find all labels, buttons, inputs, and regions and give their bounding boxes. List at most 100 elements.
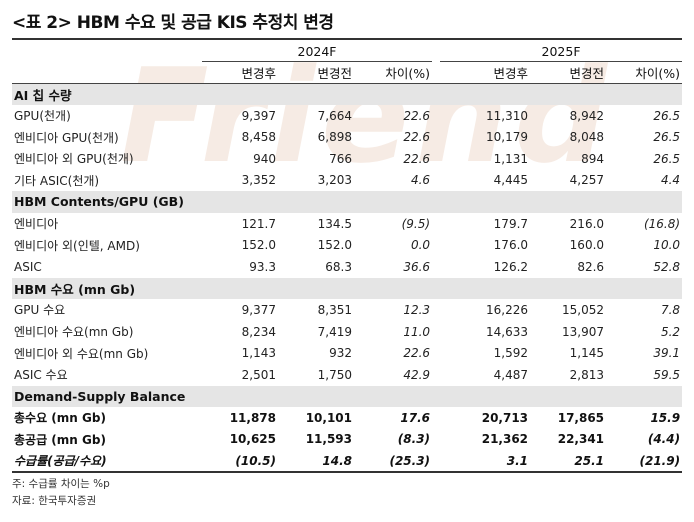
gap-cell (432, 256, 440, 278)
value-cell: 160.0 (569, 238, 605, 253)
row-label: ASIC (14, 259, 42, 274)
gap-cell (432, 364, 440, 386)
gap-cell (432, 126, 440, 148)
value-cell: 152.0 (241, 238, 276, 253)
gap-cell (432, 148, 440, 170)
year-header-row: 2024F 2025F (12, 40, 683, 63)
table-row: 엔비디아 외(인텔, AMD) 152.0 152.0 0.0 176.0 160.0 10… (12, 234, 682, 256)
value-cell: 3.1 (440, 450, 531, 473)
value-cell: 121.7 (241, 216, 276, 231)
value-cell: 3,352 (241, 173, 276, 188)
value-cell: 7,664 (317, 108, 352, 123)
value-cell: 82.6 (577, 259, 605, 274)
value-cell: 1,131 (493, 151, 529, 166)
section-heading: HBM Contents/GPU (GB) (12, 191, 683, 213)
header-gap (432, 40, 440, 62)
table-row: 총수요 (mn Gb) 11,878 10,101 17.6 20,713 17,865 1… (12, 407, 682, 429)
table-row: 기타 ASIC(천개) 3,352 3,203 4.6 4,445 4,257 4.4 (12, 170, 682, 192)
diff-cell: (21.9) (606, 450, 683, 473)
col-header: 변경후 (202, 61, 278, 84)
footnotes: 주: 수급률 차이는 %p 자료: 한국투자증권 (12, 476, 110, 510)
value-cell: 15,052 (562, 302, 605, 317)
gap-cell (432, 450, 441, 473)
section-header-row: AI 칩 수량 (12, 83, 683, 105)
row-label: 총공급 (mn Gb) (14, 432, 106, 447)
value-cell: 4,445 (493, 173, 529, 188)
diff-cell: 5.2 (660, 324, 681, 339)
value-cell: 10,625 (229, 432, 276, 447)
diff-cell: 11.0 (403, 324, 431, 339)
value-cell: 13,907 (562, 324, 605, 339)
section-heading: AI 칩 수량 (12, 83, 683, 105)
gap-cell (432, 429, 440, 451)
table-title: <표 2> HBM 수요 및 공급 KIS 추정치 변경 (12, 13, 334, 33)
table-row: GPU(천개) 9,397 7,664 22.6 11,310 8,942 26.5 (12, 105, 682, 127)
footnote-source: 자료: 한국투자증권 (12, 495, 97, 507)
gap-cell (432, 170, 440, 192)
diff-cell: 22.6 (403, 346, 431, 361)
section-heading: HBM 수요 (mn Gb) (12, 277, 683, 300)
section-heading: Demand-Supply Balance (12, 385, 683, 408)
value-cell: 216.0 (569, 216, 605, 231)
header-blank (12, 40, 202, 62)
value-cell: 11,310 (486, 108, 529, 123)
value-cell: 8,942 (569, 108, 605, 123)
value-cell: 2,813 (569, 367, 605, 382)
diff-cell: 0.0 (410, 238, 431, 253)
row-label: 엔비디아 (14, 217, 59, 232)
value-cell: 17,865 (557, 410, 605, 425)
col-header: 변경전 (278, 61, 354, 84)
col-header: 차이(%) (606, 61, 683, 84)
value-cell: 16,226 (486, 302, 529, 317)
row-label: 엔비디아 GPU(천개) (14, 130, 119, 145)
table-row: 총공급 (mn Gb) 10,625 11,593 (8.3) 21,362 22,341… (12, 429, 682, 451)
table-container: 2024F 2025F 변경후 변경전 차이(%) 변경후 변경전 차이(%) … (12, 38, 683, 473)
diff-cell: 39.1 (653, 346, 681, 361)
section-header-row: HBM 수요 (mn Gb) (12, 277, 683, 300)
value-cell: 7,419 (317, 324, 352, 339)
year-header-2025: 2025F (440, 40, 683, 63)
value-cell: 8,351 (317, 302, 352, 317)
value-cell: 20,713 (481, 410, 529, 425)
table-row: 엔비디아 121.7 134.5 (9.5) 179.7 216.0 (16.8) (12, 213, 682, 235)
value-cell: 1,750 (317, 367, 352, 382)
value-cell: 22,341 (557, 432, 605, 447)
top-rule (12, 38, 682, 40)
diff-cell: (9.5) (401, 216, 431, 231)
diff-cell: 26.5 (653, 130, 681, 145)
estimate-table: 2024F 2025F 변경후 변경전 차이(%) 변경후 변경전 차이(%) … (12, 40, 683, 473)
gap-cell (432, 342, 440, 364)
value-cell: 93.3 (249, 259, 276, 274)
value-cell: 1,592 (493, 346, 529, 361)
table-row: 수급률(공급/수요) (10.5) 14.8 (25.3) 3.1 25.1 (21.9) (12, 450, 683, 473)
value-cell: 2,501 (241, 367, 276, 382)
value-cell: 179.7 (493, 216, 529, 231)
value-cell: 11,593 (305, 432, 352, 447)
table-row: ASIC 93.3 68.3 36.6 126.2 82.6 52.8 (12, 256, 682, 278)
col-header: 변경전 (530, 61, 607, 84)
diff-cell: 10.0 (653, 238, 681, 253)
col-header: 차이(%) (354, 61, 433, 84)
section-header-row: HBM Contents/GPU (GB) (12, 191, 683, 213)
diff-cell: 12.3 (403, 302, 431, 317)
row-label: 엔비디아 외(인텔, AMD) (14, 238, 140, 253)
value-cell: (10.5) (202, 450, 278, 473)
diff-cell: 26.5 (653, 151, 681, 166)
value-cell: 9,397 (241, 108, 276, 123)
value-cell: 9,377 (241, 302, 276, 317)
value-cell: 1,145 (569, 346, 605, 361)
row-label: 엔비디아 외 수요(mn Gb) (14, 346, 149, 361)
value-cell: 134.5 (317, 216, 352, 231)
diff-cell: 22.6 (403, 130, 431, 145)
value-cell: 940 (253, 151, 276, 166)
value-cell: 126.2 (493, 259, 529, 274)
value-cell: 766 (329, 151, 352, 166)
value-cell: 4,487 (493, 367, 529, 382)
value-cell: 21,362 (481, 432, 529, 447)
col-header: 변경후 (440, 61, 531, 84)
table-row: 엔비디아 수요(mn Gb) 8,234 7,419 11.0 14,633 13,907… (12, 321, 682, 343)
value-cell: 10,101 (305, 410, 352, 425)
value-cell: 894 (581, 151, 605, 166)
value-cell: 68.3 (325, 259, 352, 274)
header-blank (12, 61, 202, 84)
